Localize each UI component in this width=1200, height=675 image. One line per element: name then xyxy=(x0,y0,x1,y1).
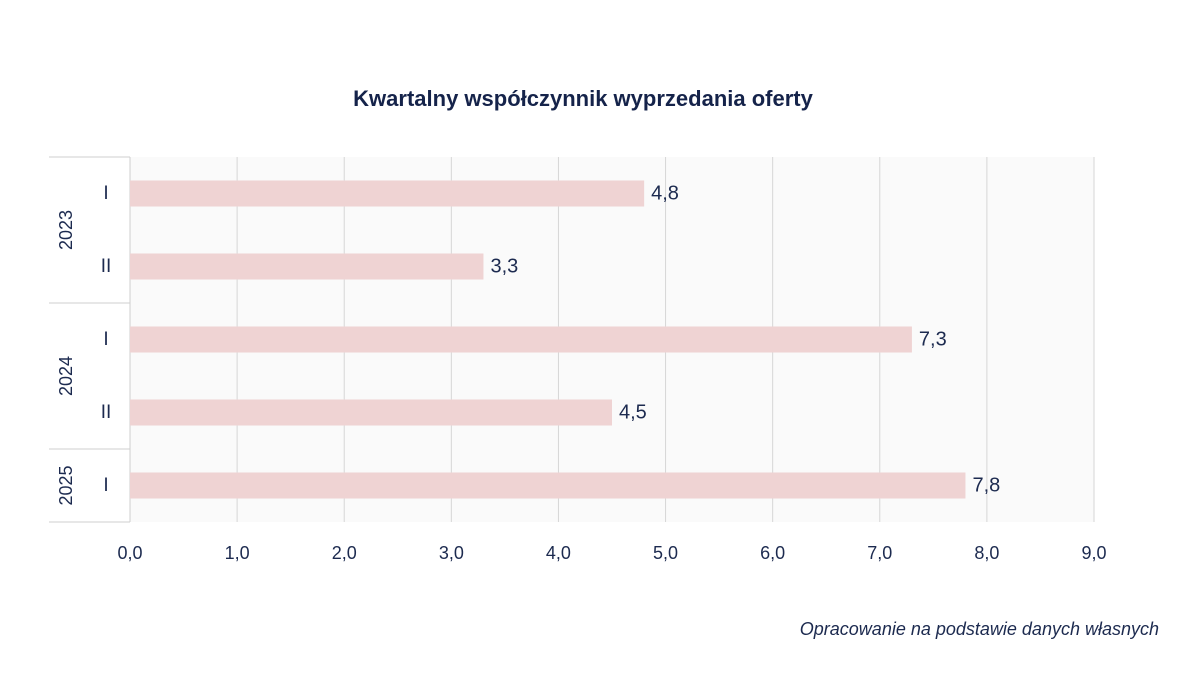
bar-value-label: 4,5 xyxy=(619,402,647,424)
quarter-label: II xyxy=(101,256,112,277)
bar xyxy=(130,399,612,426)
bar xyxy=(130,253,484,280)
x-tick-label: 8,0 xyxy=(974,543,999,563)
year-label: 2024 xyxy=(56,356,76,396)
x-tick-label: 2,0 xyxy=(332,543,357,563)
bar xyxy=(130,472,966,499)
chart-title: Kwartalny współczynnik wyprzedania ofert… xyxy=(353,86,813,111)
bar-value-label: 7,8 xyxy=(972,475,1000,497)
quarter-label: II xyxy=(101,402,112,423)
bar xyxy=(130,326,912,353)
year-label: 2023 xyxy=(56,210,76,250)
x-tick-label: 4,0 xyxy=(546,543,571,563)
bar xyxy=(130,180,645,207)
bar-value-label: 4,8 xyxy=(651,183,679,205)
x-tick-label: 7,0 xyxy=(867,543,892,563)
quarter-label: I xyxy=(103,183,108,204)
year-label: 2025 xyxy=(56,465,76,505)
x-tick-label: 0,0 xyxy=(117,543,142,563)
bar-value-label: 7,3 xyxy=(919,329,947,351)
x-tick-label: 9,0 xyxy=(1081,543,1106,563)
x-tick-label: 3,0 xyxy=(439,543,464,563)
quarter-label: I xyxy=(103,475,108,496)
x-tick-label: 5,0 xyxy=(653,543,678,563)
quarter-label: I xyxy=(103,329,108,350)
x-tick-label: 1,0 xyxy=(225,543,250,563)
x-tick-label: 6,0 xyxy=(760,543,785,563)
source-note: Opracowanie na podstawie danych własnych xyxy=(799,619,1159,639)
bar-value-label: 3,3 xyxy=(490,256,518,278)
